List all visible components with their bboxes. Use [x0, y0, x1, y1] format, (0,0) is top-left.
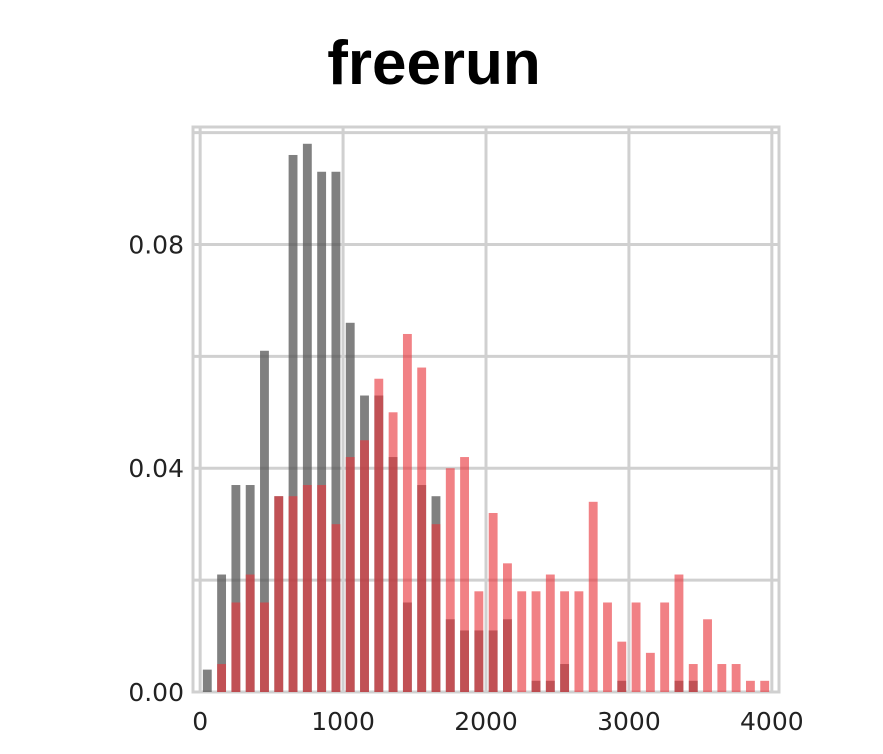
bar-red — [503, 563, 512, 692]
bar-red — [560, 591, 570, 692]
bars-group — [202, 143, 770, 693]
bar-red — [631, 602, 641, 692]
bar-red — [674, 574, 684, 692]
bar-gray — [317, 171, 327, 693]
bar-red — [388, 412, 398, 692]
bar-red — [603, 602, 612, 692]
bar-red — [588, 501, 598, 692]
bar-red — [445, 468, 455, 692]
bar-red — [460, 457, 469, 692]
bar-red — [645, 652, 655, 692]
bar-red — [574, 591, 584, 692]
x-tick-label: 3000 — [597, 707, 661, 736]
bar-gray — [288, 154, 298, 693]
bar-gray — [217, 574, 227, 692]
bar-red — [745, 680, 755, 692]
bar-red — [474, 591, 484, 692]
y-tick-label: 0.00 — [128, 678, 184, 707]
y-tick-label: 0.08 — [128, 230, 184, 259]
x-tick-label: 0 — [192, 707, 208, 736]
bar-gray — [302, 143, 312, 693]
bar-red — [488, 512, 498, 692]
y-tick-label: 0.04 — [128, 454, 184, 483]
bar-red — [288, 496, 298, 692]
bar-red — [417, 367, 427, 692]
bar-red — [317, 485, 327, 692]
bar-red — [545, 574, 555, 692]
bar-red — [360, 440, 369, 692]
bar-red — [617, 641, 627, 692]
bar-red — [245, 574, 255, 692]
bar-gray — [260, 350, 269, 692]
bar-red — [703, 619, 712, 692]
chart-title: freerun — [327, 29, 541, 98]
bar-red — [260, 602, 269, 692]
x-tick-labels: 0 1000 2000 3000 4000 — [192, 707, 803, 736]
bar-red — [345, 457, 355, 692]
bar-gray — [331, 171, 341, 693]
bar-gray — [231, 485, 241, 692]
bar-red — [531, 591, 541, 692]
bar-red — [302, 485, 312, 692]
y-tick-labels: 0.00 0.04 0.08 — [128, 230, 184, 707]
x-tick-label: 2000 — [454, 707, 518, 736]
bar-red — [517, 591, 527, 692]
bar-red — [374, 378, 384, 692]
bar-red — [717, 664, 727, 692]
x-tick-label: 1000 — [311, 707, 375, 736]
bar-red — [760, 680, 770, 692]
bar-red — [231, 602, 241, 692]
x-tick-label: 4000 — [740, 707, 804, 736]
bar-red — [688, 664, 698, 692]
bar-gray — [202, 669, 212, 692]
bar-red — [731, 664, 741, 692]
bar-red — [331, 524, 341, 692]
bar-red — [402, 333, 412, 692]
bar-red — [274, 496, 284, 692]
bar-red — [660, 602, 670, 692]
bar-red — [217, 664, 227, 692]
bar-red — [431, 524, 441, 692]
